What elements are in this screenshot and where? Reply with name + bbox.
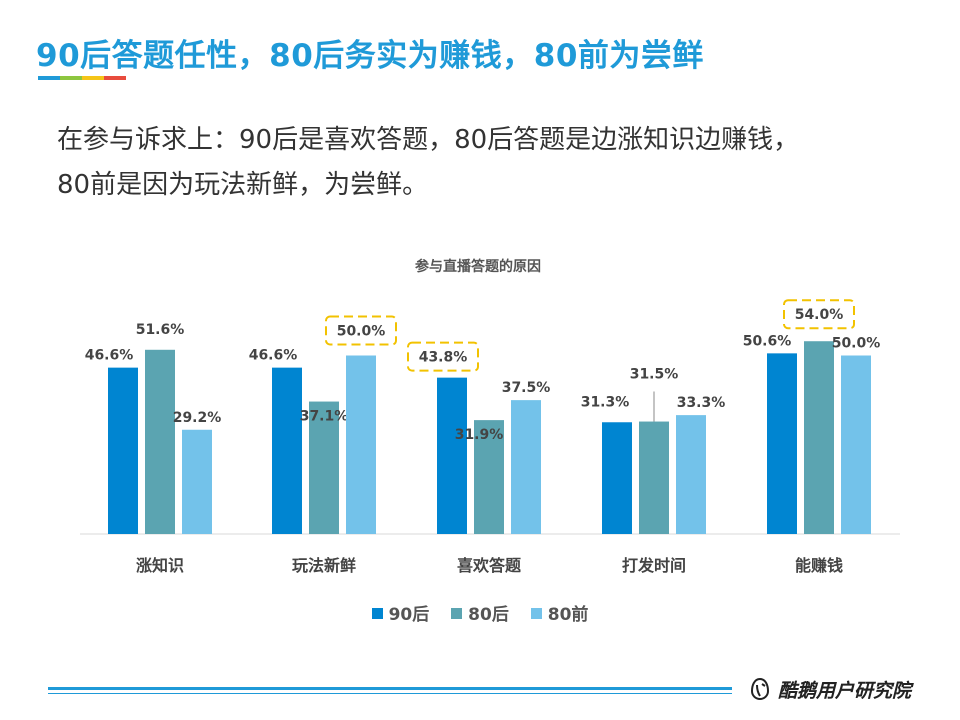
data-label: 31.5% bbox=[630, 367, 679, 383]
data-label: 50.6% bbox=[743, 333, 792, 349]
page-title: 90后答题任性，80后务实为赚钱，80前为尝鲜 bbox=[36, 38, 704, 74]
summary-text: 在参与诉求上：90后是喜欢答题，80后答题是边涨知识边赚钱， 80前是因为玩法新… bbox=[57, 118, 927, 208]
title-strip-segment bbox=[82, 76, 104, 80]
legend-label-pre80: 80前 bbox=[547, 605, 589, 625]
data-label: 51.6% bbox=[136, 322, 185, 338]
highlight-box bbox=[407, 341, 479, 372]
summary-line-2: 80前是因为玩法新鲜，为尝鲜。 bbox=[57, 170, 429, 200]
bar bbox=[272, 367, 302, 534]
highlight-box bbox=[783, 299, 855, 330]
data-label: 37.1% bbox=[300, 409, 349, 425]
bar bbox=[511, 400, 541, 534]
footer-divider bbox=[48, 687, 732, 690]
data-label: 54.0% bbox=[795, 307, 844, 323]
bar bbox=[474, 420, 504, 534]
legend-item-pre80: 80前 bbox=[530, 600, 589, 625]
data-label: 46.6% bbox=[85, 348, 134, 364]
bar bbox=[676, 415, 706, 534]
chart-legend: 90后 80后 80前 bbox=[0, 600, 960, 625]
legend-swatch-80 bbox=[451, 608, 463, 619]
highlight-box bbox=[325, 315, 397, 346]
category-label: 打发时间 bbox=[622, 556, 686, 575]
bar bbox=[767, 353, 797, 534]
legend-item-90: 90后 bbox=[371, 600, 430, 625]
legend-label-90: 90后 bbox=[388, 605, 430, 625]
brand-name: 酷鹅用户研究院 bbox=[778, 679, 912, 702]
bar bbox=[602, 422, 632, 534]
legend-item-80: 80后 bbox=[451, 600, 509, 625]
bar bbox=[108, 367, 138, 534]
legend-swatch-90 bbox=[371, 608, 383, 619]
bar bbox=[346, 355, 376, 534]
bar bbox=[182, 429, 212, 534]
bar bbox=[437, 377, 467, 534]
bar bbox=[804, 341, 834, 534]
bar bbox=[145, 349, 175, 534]
data-label: 33.3% bbox=[677, 395, 726, 411]
data-label: 50.0% bbox=[832, 336, 881, 352]
category-label: 能赚钱 bbox=[795, 556, 843, 575]
data-label: 31.9% bbox=[455, 427, 504, 443]
title-color-strip bbox=[38, 76, 128, 80]
category-label: 玩法新鲜 bbox=[292, 556, 356, 575]
penguin-logo-icon bbox=[750, 677, 770, 701]
title-strip-segment bbox=[60, 76, 82, 80]
title-strip-segment bbox=[104, 76, 126, 80]
data-label: 50.0% bbox=[337, 324, 386, 340]
footer-divider-thin bbox=[48, 693, 732, 694]
brand-logo: 酷鹅用户研究院 bbox=[748, 674, 911, 704]
category-label: 涨知识 bbox=[136, 556, 184, 575]
category-label: 喜欢答题 bbox=[457, 556, 522, 575]
chart-title: 参与直播答题的原因 bbox=[415, 258, 541, 275]
data-label: 43.8% bbox=[419, 350, 468, 366]
bar bbox=[841, 355, 871, 534]
data-label: 31.3% bbox=[581, 394, 630, 410]
bar bbox=[639, 421, 669, 534]
legend-swatch-pre80 bbox=[530, 608, 542, 619]
summary-line-1: 在参与诉求上：90后是喜欢答题，80后答题是边涨知识边赚钱， bbox=[57, 125, 800, 155]
legend-label-80: 80后 bbox=[468, 605, 509, 625]
data-label: 46.6% bbox=[249, 348, 298, 364]
data-label: 29.2% bbox=[173, 410, 222, 426]
title-strip-segment bbox=[38, 76, 60, 80]
bar bbox=[309, 401, 339, 534]
data-label: 37.5% bbox=[502, 380, 551, 396]
